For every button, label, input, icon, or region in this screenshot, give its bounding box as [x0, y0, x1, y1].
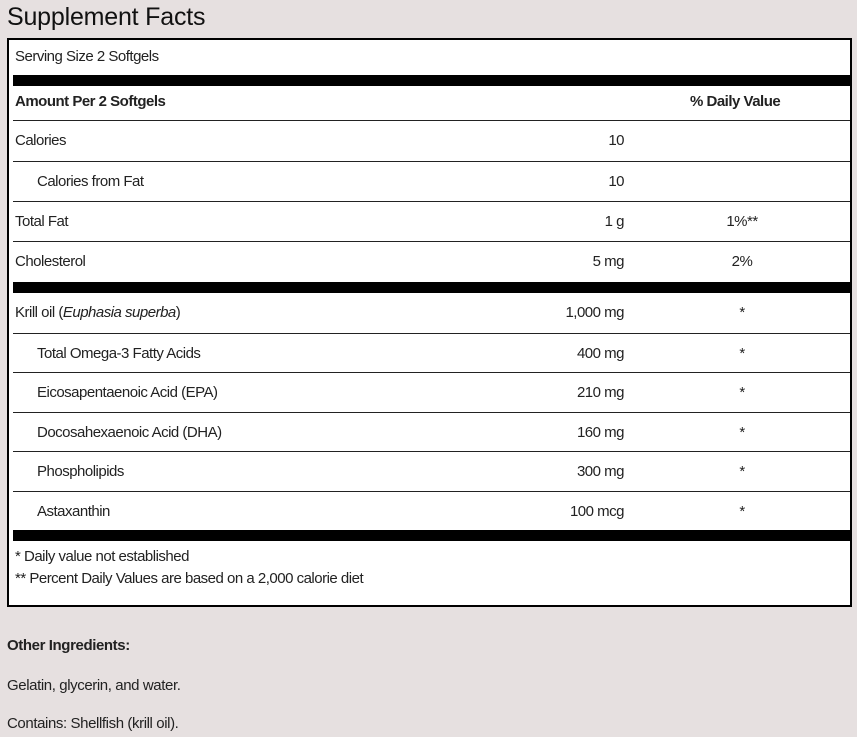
- nutrient-amount: 210 mg: [576, 384, 625, 401]
- table-row: Calories from Fat 10: [13, 161, 850, 202]
- nutrient-amount: 160 mg: [576, 423, 625, 441]
- nutrient-daily-value: 1%**: [726, 213, 758, 230]
- nutrient-name-text: Astaxanthin: [37, 502, 110, 520]
- allergen-contains: Contains: Shellfish (krill oil).: [7, 715, 179, 732]
- nutrient-name-text: Docosahexaenoic Acid (DHA): [37, 423, 222, 441]
- table-row: Calories 10: [13, 121, 850, 161]
- nutrient-name-text: Cholesterol: [15, 253, 86, 270]
- nutrient-daily-value: *: [739, 502, 745, 520]
- other-ingredients-heading: Other Ingredients:: [7, 637, 130, 654]
- nutrient-name-text: Calories from Fat: [37, 173, 144, 190]
- footnote-1: * Daily value not established: [15, 548, 189, 565]
- nutrient-daily-value: *: [739, 384, 745, 401]
- table-row: Cholesterol 5 mg 2%: [13, 241, 850, 282]
- thick-divider: [13, 282, 850, 293]
- nutrient-name: Total Omega-3 Fatty Acids: [37, 344, 201, 362]
- nutrient-amount: 5 mg: [592, 253, 625, 270]
- nutrient-name: Astaxanthin: [37, 503, 110, 520]
- nutrient-name-text: Calories: [15, 132, 67, 149]
- nutrient-daily-value: *: [739, 463, 745, 480]
- nutrient-name: Calories from Fat: [37, 173, 144, 190]
- nutrient-name-text: Total Omega-3 Fatty Acids: [37, 344, 201, 362]
- table-row: Total Fat 1 g 1%**: [13, 201, 850, 242]
- table-row: Eicosapentaenoic Acid (EPA) 210 mg *: [13, 372, 850, 413]
- nutrient-daily-value: *: [739, 304, 745, 321]
- nutrient-name: Cholesterol: [15, 253, 86, 270]
- nutrient-daily-value: *: [739, 423, 745, 441]
- nutrient-name: Phospholipids: [37, 463, 124, 480]
- nutrient-name: Calories: [15, 132, 67, 149]
- other-ingredients-text: Gelatin, glycerin, and water.: [7, 677, 181, 694]
- nutrient-name-suffix: ): [175, 304, 181, 321]
- page-title: Supplement Facts: [7, 3, 206, 31]
- table-header: Amount Per 2 Softgels % Daily Value: [13, 86, 850, 121]
- nutrient-name-text: Eicosapentaenoic Acid (EPA): [37, 384, 218, 401]
- species-name: Euphasia superba: [62, 304, 176, 321]
- nutrient-daily-value: *: [739, 344, 745, 362]
- serving-size: Serving Size 2 Softgels: [15, 48, 159, 65]
- amount-header: Amount Per 2 Softgels: [15, 93, 166, 110]
- thick-divider: [13, 75, 850, 86]
- nutrient-name: Eicosapentaenoic Acid (EPA): [37, 384, 218, 401]
- nutrient-name-text: Krill oil (: [15, 304, 63, 321]
- nutrient-daily-value: 2%: [731, 253, 753, 270]
- nutrient-name-text: Phospholipids: [37, 463, 124, 480]
- daily-value-header: % Daily Value: [690, 93, 781, 110]
- nutrient-name: Krill oil (Euphasia superba): [15, 304, 181, 321]
- nutrient-name-text: Total Fat: [15, 213, 69, 230]
- table-row: Phospholipids 300 mg *: [13, 451, 850, 492]
- nutrient-amount: 100 mcg: [569, 502, 625, 520]
- nutrient-amount: 1,000 mg: [565, 304, 624, 321]
- nutrient-amount: 10: [608, 132, 624, 149]
- table-row: Astaxanthin 100 mcg *: [13, 490, 850, 532]
- supplement-facts-panel: Serving Size 2 Softgels Amount Per 2 Sof…: [7, 38, 852, 607]
- table-row: Docosahexaenoic Acid (DHA) 160 mg *: [13, 411, 850, 453]
- nutrient-name: Total Fat: [15, 213, 69, 230]
- nutrient-amount: 10: [608, 173, 624, 190]
- nutrient-name: Docosahexaenoic Acid (DHA): [37, 424, 222, 441]
- thick-divider: [13, 530, 850, 541]
- table-row: Total Omega-3 Fatty Acids 400 mg *: [13, 332, 850, 374]
- table-row: Krill oil (Euphasia superba) 1,000 mg *: [13, 293, 850, 333]
- footnote-2: ** Percent Daily Values are based on a 2…: [15, 570, 364, 587]
- nutrient-amount: 300 mg: [576, 463, 625, 480]
- nutrient-amount: 400 mg: [576, 344, 625, 362]
- nutrient-amount: 1 g: [604, 213, 625, 230]
